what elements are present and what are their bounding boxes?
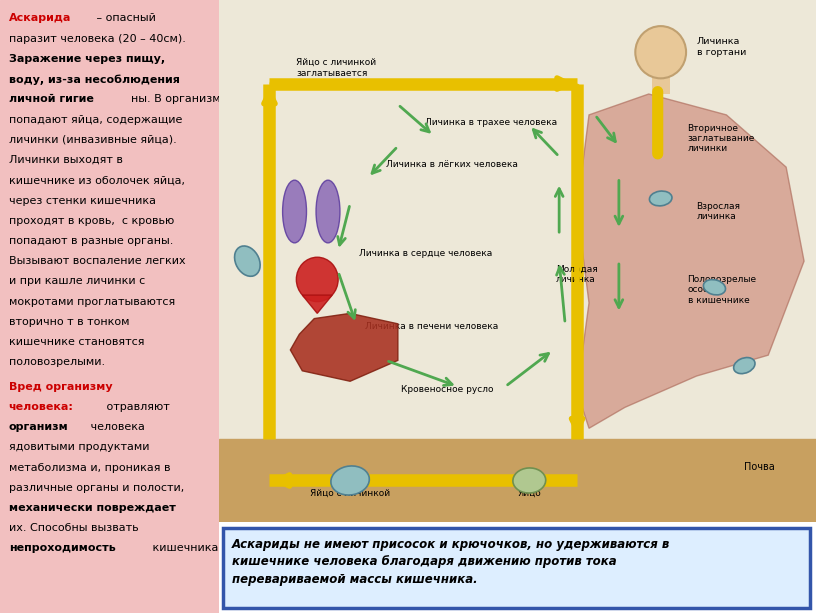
Text: Аскарида: Аскарида xyxy=(9,13,71,23)
Text: вторично т в тонком: вторично т в тонком xyxy=(9,317,129,327)
Polygon shape xyxy=(290,313,398,381)
Text: Взрослая
личинка: Взрослая личинка xyxy=(697,202,741,221)
Text: Личинка в трахее человека: Личинка в трахее человека xyxy=(425,118,557,128)
Text: Яйцо: Яйцо xyxy=(517,489,541,498)
Text: отравляют: отравляют xyxy=(103,402,170,412)
Text: Вызывают воспаление легких: Вызывают воспаление легких xyxy=(9,256,185,266)
Text: Половозрелые
особи
в кишечнике: Половозрелые особи в кишечнике xyxy=(688,275,756,305)
Text: Яйцо с личинкой
заглатывается
человеком: Яйцо с личинкой заглатывается человеком xyxy=(296,58,376,88)
Ellipse shape xyxy=(650,191,672,206)
Text: паразит человека (20 – 40см).: паразит человека (20 – 40см). xyxy=(9,34,185,44)
Text: механически повреждает: механически повреждает xyxy=(9,503,175,513)
Ellipse shape xyxy=(234,246,260,276)
Bar xyxy=(652,68,670,94)
FancyBboxPatch shape xyxy=(224,528,810,607)
Bar xyxy=(219,439,816,522)
Polygon shape xyxy=(302,295,332,313)
Text: ны. В организм: ны. В организм xyxy=(131,94,221,104)
Text: Вторичное
заглатывание
личинки: Вторичное заглатывание личинки xyxy=(688,123,755,153)
Text: Личинка в печени человека: Личинка в печени человека xyxy=(365,322,499,331)
Text: Личинки выходят в: Личинки выходят в xyxy=(9,155,122,165)
Text: их. Способны вызвать: их. Способны вызвать xyxy=(9,524,139,533)
Ellipse shape xyxy=(316,180,340,243)
Text: Молодая
личинка: Молодая личинка xyxy=(557,264,598,284)
Text: кишечника.: кишечника. xyxy=(149,544,222,554)
Text: через стенки кишечника: через стенки кишечника xyxy=(9,196,156,205)
Text: непроходимость: непроходимость xyxy=(9,544,116,554)
Text: различные органы и полости,: различные органы и полости, xyxy=(9,483,184,493)
Text: и при кашле личинки с: и при кашле личинки с xyxy=(9,276,145,286)
Text: кишечнике из оболочек яйца,: кишечнике из оболочек яйца, xyxy=(9,175,184,185)
Text: Вред организму: Вред организму xyxy=(9,382,113,392)
Ellipse shape xyxy=(296,257,338,302)
Text: воду, из-за несоблюдения: воду, из-за несоблюдения xyxy=(9,74,180,85)
Text: метаболизма и, проникая в: метаболизма и, проникая в xyxy=(9,463,171,473)
Text: человека: человека xyxy=(87,422,145,432)
Text: Личинка
в гортани: Личинка в гортани xyxy=(697,37,746,57)
Text: личной гигие: личной гигие xyxy=(9,94,94,104)
Text: кишечнике становятся: кишечнике становятся xyxy=(9,337,144,347)
Ellipse shape xyxy=(734,357,755,374)
Text: личинки (инвазивные яйца).: личинки (инвазивные яйца). xyxy=(9,135,176,145)
Ellipse shape xyxy=(636,26,686,78)
Text: человека:: человека: xyxy=(9,402,73,412)
Ellipse shape xyxy=(330,466,370,495)
Text: Личинка в лёгких человека: Личинка в лёгких человека xyxy=(386,160,518,169)
Ellipse shape xyxy=(513,468,546,493)
Text: попадают яйца, содержащие: попадают яйца, содержащие xyxy=(9,115,182,124)
Text: Личинка в сердце человека: Личинка в сердце человека xyxy=(359,249,492,258)
Text: – опасный: – опасный xyxy=(93,13,156,23)
Text: мокротами проглатываются: мокротами проглатываются xyxy=(9,297,175,306)
Text: Аскариды не имеют присосок и крючочков, но удерживаются в
кишечнике человека бла: Аскариды не имеют присосок и крючочков, … xyxy=(232,538,670,585)
Text: Почва: Почва xyxy=(744,462,775,473)
Ellipse shape xyxy=(282,180,307,243)
Text: проходят в кровь,  с кровью: проходят в кровь, с кровью xyxy=(9,216,174,226)
Text: половозрелыми.: половозрелыми. xyxy=(9,357,105,367)
Ellipse shape xyxy=(703,280,725,295)
Text: Заражение через пищу,: Заражение через пищу, xyxy=(9,54,165,64)
Text: организм: организм xyxy=(9,422,69,432)
Text: Кровеносное русло: Кровеносное русло xyxy=(401,384,494,394)
Text: Яйцо с личинкой: Яйцо с личинкой xyxy=(310,489,390,498)
Text: попадают в разные органы.: попадают в разные органы. xyxy=(9,236,173,246)
Text: ядовитыми продуктами: ядовитыми продуктами xyxy=(9,443,149,452)
Polygon shape xyxy=(577,94,804,428)
